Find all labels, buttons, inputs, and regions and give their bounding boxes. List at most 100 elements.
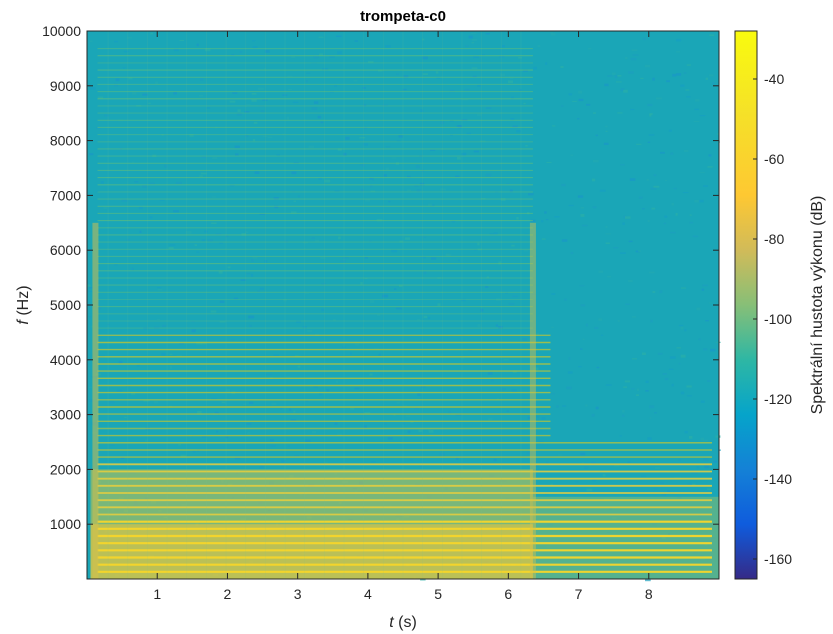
noise-cell (652, 291, 656, 293)
noise-cell (485, 286, 489, 288)
noise-cell (654, 412, 657, 414)
noise-cell (100, 181, 104, 184)
noise-cell (258, 87, 264, 90)
noise-cell (715, 341, 721, 343)
noise-cell (701, 288, 705, 291)
noise-cell (523, 250, 529, 252)
y-tick-label: 5000 (50, 297, 81, 313)
noise-cell (530, 219, 536, 223)
noise-cell (541, 417, 546, 420)
noise-cell (537, 45, 541, 48)
noise-cell (551, 326, 554, 328)
noise-cell (415, 165, 420, 169)
noise-cell (308, 145, 315, 148)
noise-cell (512, 125, 518, 128)
noise-cell (506, 410, 509, 412)
noise-cell (579, 285, 585, 287)
noise-cell (544, 211, 547, 214)
noise-cell (273, 197, 279, 200)
noise-cell (159, 199, 165, 201)
noise-cell (630, 57, 637, 61)
noise-cell (364, 277, 368, 279)
noise-cell (143, 327, 149, 330)
noise-cell (364, 412, 371, 414)
noise-cell (104, 114, 110, 117)
noise-cell (641, 352, 646, 355)
noise-cell (652, 77, 655, 81)
noise-cell (495, 191, 499, 193)
noise-cell (516, 217, 519, 220)
noise-cell (281, 460, 286, 463)
noise-cell (518, 57, 522, 59)
y-tick-label: 9000 (50, 78, 81, 94)
noise-cell (252, 40, 256, 42)
noise-cell (580, 348, 583, 350)
noise-cell (686, 96, 691, 98)
noise-cell (396, 401, 400, 404)
noise-cell (136, 105, 142, 107)
noise-cell (439, 452, 445, 456)
noise-cell (611, 72, 616, 75)
noise-cell (676, 347, 682, 349)
noise-cell (670, 231, 676, 234)
noise-cell (623, 89, 628, 93)
noise-cell (660, 151, 665, 154)
noise-cell (398, 135, 403, 138)
noise-cell (302, 326, 307, 329)
noise-cell (686, 64, 691, 66)
noise-cell (660, 494, 666, 496)
noise-cell (580, 304, 586, 307)
noise-cell (691, 471, 698, 474)
noise-cell (477, 84, 481, 87)
noise-cell (350, 352, 352, 355)
noise-cell (196, 43, 199, 47)
noise-cell (550, 483, 553, 485)
noise-cell (338, 236, 341, 240)
colorbar-tick-label: -120 (764, 391, 792, 407)
noise-cell (511, 389, 517, 393)
noise-cell (605, 225, 608, 228)
noise-cell (650, 319, 653, 323)
noise-cell (173, 91, 177, 95)
noise-cell (271, 402, 277, 406)
noise-cell (364, 257, 368, 259)
noise-cell (191, 321, 195, 323)
noise-cell (664, 377, 669, 381)
noise-cell (476, 113, 482, 116)
noise-cell (399, 284, 403, 288)
noise-cell (136, 364, 140, 367)
noise-cell (697, 515, 702, 517)
noise-cell (622, 222, 625, 225)
noise-cell (648, 271, 655, 274)
noise-cell (580, 206, 584, 209)
noise-cell (700, 437, 704, 441)
noise-cell (131, 392, 136, 395)
noise-cell (689, 214, 692, 216)
noise-cell (246, 423, 252, 425)
noise-cell (703, 185, 708, 187)
noise-cell (495, 324, 498, 327)
noise-cell (607, 75, 613, 77)
noise-cell (657, 352, 663, 355)
noise-cell (251, 273, 254, 277)
noise-cell (585, 404, 588, 407)
noise-cell (636, 143, 642, 145)
noise-cell (334, 85, 337, 87)
noise-cell (617, 74, 622, 77)
noise-cell (636, 388, 640, 392)
noise-cell (605, 384, 612, 386)
colorbar: -40 -60 -80 -100 -120 -140 -160 Spektrální hus… (734, 30, 826, 580)
noise-cell (495, 298, 501, 302)
noise-cell (285, 376, 291, 378)
noise-cell (676, 73, 682, 76)
noise-cell (391, 157, 397, 159)
noise-cell (581, 566, 584, 569)
noise-cell (164, 164, 168, 168)
noise-cell (420, 109, 424, 113)
noise-cell (605, 233, 611, 235)
noise-cell (322, 68, 329, 71)
noise-cell (545, 62, 548, 65)
noise-cell (600, 572, 604, 576)
noise-cell (150, 32, 153, 35)
noise-cell (578, 98, 584, 102)
